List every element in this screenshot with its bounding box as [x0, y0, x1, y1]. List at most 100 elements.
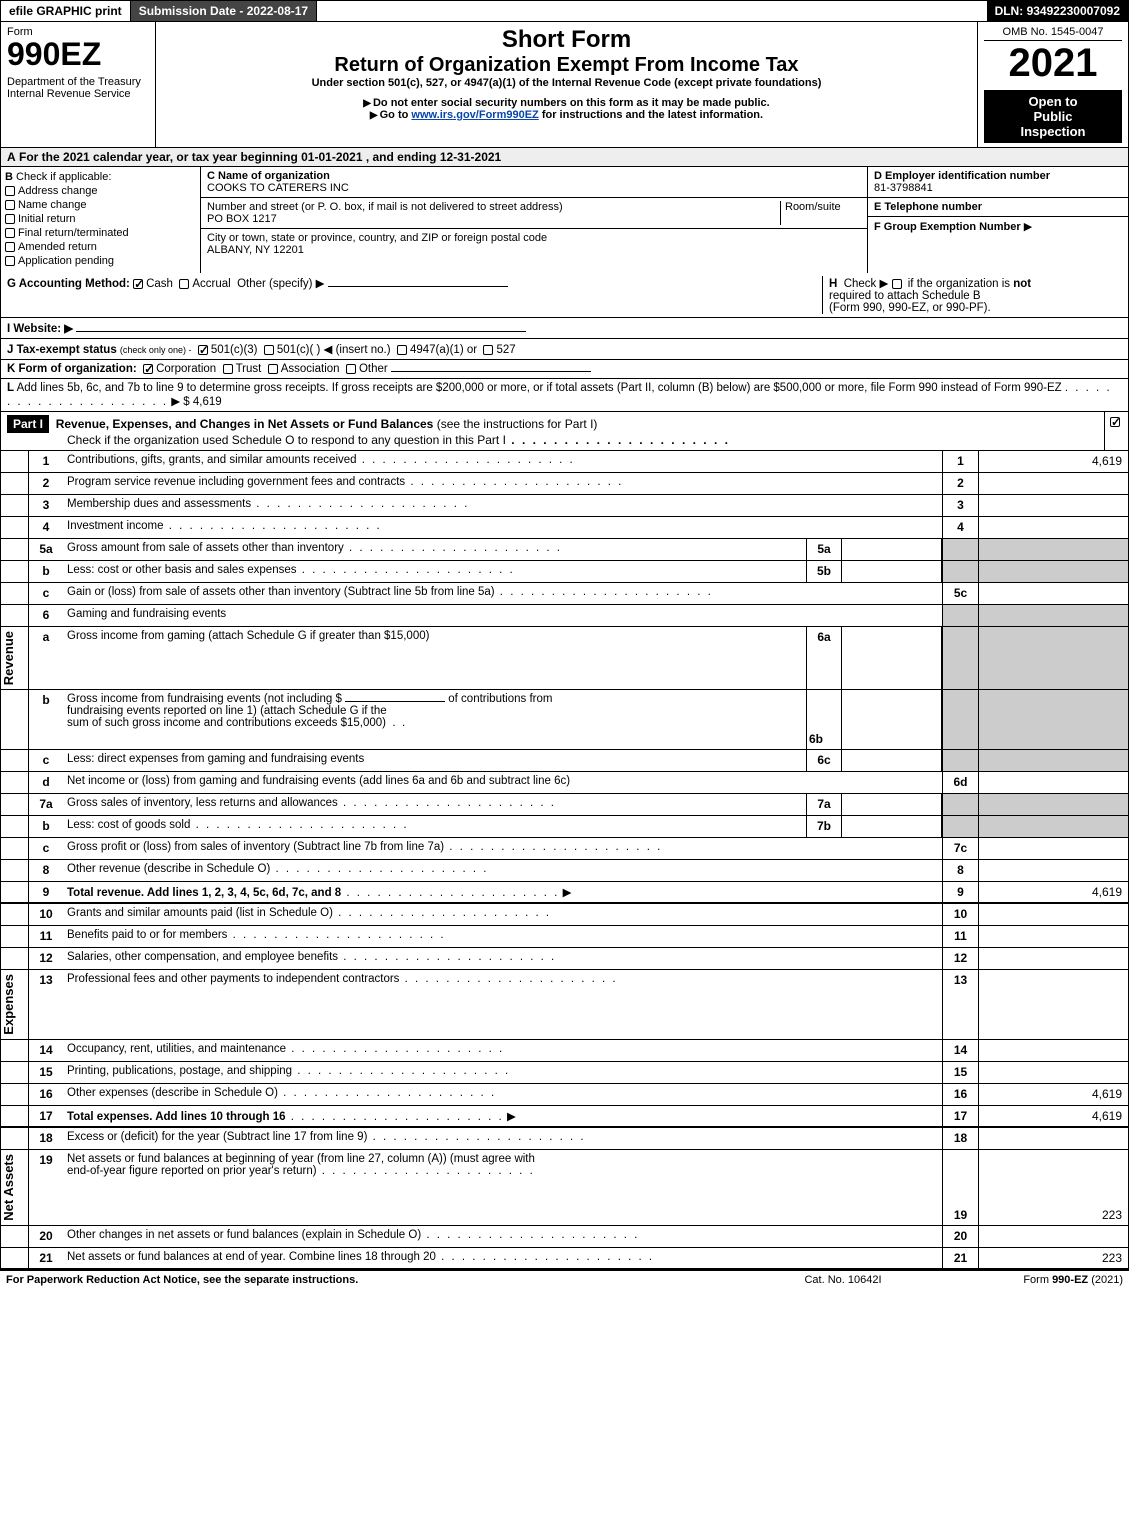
row-rnum-grey [942, 750, 978, 771]
chk-initial-return[interactable]: Initial return [5, 213, 196, 225]
row-label: Salaries, other compensation, and employ… [63, 948, 942, 969]
checkbox-icon[interactable] [5, 256, 15, 266]
row-value [978, 473, 1128, 494]
row-rnum-grey [942, 605, 978, 626]
row-value [978, 838, 1128, 859]
row-num: a [29, 627, 63, 689]
a-label: A [7, 150, 16, 164]
street-cell: Number and street (or P. O. box, if mail… [201, 198, 867, 229]
row-value-grey [978, 627, 1128, 689]
j-4947: 4947(a)(1) or [410, 344, 477, 356]
header-mid: Short Form Return of Organization Exempt… [156, 22, 978, 147]
header-right: OMB No. 1545-0047 2021 Open to Public In… [978, 22, 1128, 147]
row-label: Other expenses (describe in Schedule O) [63, 1084, 942, 1105]
irs-link[interactable]: www.irs.gov/Form990EZ [411, 109, 538, 121]
footer-catno: Cat. No. 10642I [743, 1274, 943, 1286]
row-rnum: 5c [942, 583, 978, 604]
row-value: 4,619 [978, 882, 1128, 902]
checkbox-assoc[interactable] [268, 364, 278, 374]
chk-label: Application pending [18, 255, 114, 267]
row-value [978, 772, 1128, 793]
part-title: Revenue, Expenses, and Changes in Net As… [56, 417, 434, 431]
efile-print[interactable]: efile GRAPHIC print [1, 1, 131, 21]
chk-final-return[interactable]: Final return/terminated [5, 227, 196, 239]
chk-amended-return[interactable]: Amended return [5, 241, 196, 253]
open-line-2: Public [988, 109, 1118, 124]
row-subnum: 7b [806, 816, 842, 837]
row-value: 223 [978, 1248, 1128, 1268]
line-a: A For the 2021 calendar year, or tax yea… [0, 148, 1129, 167]
chk-application-pending[interactable]: Application pending [5, 255, 196, 267]
j-small: (check only one) - [120, 345, 192, 355]
row-num: 2 [29, 473, 63, 494]
checkbox-501c3[interactable] [198, 345, 208, 355]
tax-year: 2021 [984, 41, 1122, 86]
checkbox-icon[interactable] [5, 242, 15, 252]
g-accounting: G Accounting Method: Cash Accrual Other … [7, 276, 822, 314]
checkbox-icon[interactable] [5, 200, 15, 210]
line-l: L Add lines 5b, 6c, and 7b to line 9 to … [0, 379, 1129, 412]
dln-label: DLN: [995, 4, 1027, 18]
chk-address-change[interactable]: Address change [5, 185, 196, 197]
row-label: Less: direct expenses from gaming and fu… [63, 750, 806, 771]
row-value [978, 1062, 1128, 1083]
row-label: Benefits paid to or for members [63, 926, 942, 947]
subdate-value: 2022-08-17 [247, 4, 308, 18]
row-label: Net income or (loss) from gaming and fun… [63, 772, 942, 793]
room-label: Room/suite [781, 201, 861, 225]
row-9: 9 Total revenue. Add lines 1, 2, 3, 4, 5… [1, 882, 1128, 904]
checkbox-schedule-o[interactable] [1110, 417, 1120, 427]
g-label: G Accounting Method: [7, 278, 130, 290]
checkbox-corp[interactable] [143, 364, 153, 374]
row-subnum: 7a [806, 794, 842, 815]
checkbox-4947[interactable] [397, 345, 407, 355]
row-num: 17 [29, 1106, 63, 1126]
h-t4: (Form 990, 990-EZ, or 990-PF). [829, 302, 991, 314]
line-j: J Tax-exempt status (check only one) - 5… [0, 339, 1129, 360]
checkbox-527[interactable] [483, 345, 493, 355]
row-num: 6 [29, 605, 63, 626]
chk-name-change[interactable]: Name change [5, 199, 196, 211]
submission-date: Submission Date - 2022-08-17 [131, 1, 317, 21]
checkbox-icon[interactable] [5, 214, 15, 224]
k-trust: Trust [236, 363, 262, 375]
row-rnum: 1 [942, 451, 978, 472]
row-value-grey [978, 605, 1128, 626]
checkbox-icon[interactable] [5, 228, 15, 238]
h-t1: Check ▶ [844, 278, 889, 290]
no-ssn-note: Do not enter social security numbers on … [162, 97, 971, 109]
row-num: 19 [29, 1150, 63, 1225]
row-value: 4,619 [978, 451, 1128, 472]
chk-label: Initial return [18, 213, 75, 225]
dln: DLN: 93492230007092 [987, 1, 1128, 21]
row-num: 4 [29, 517, 63, 538]
column-b: B Check if applicable: Address change Na… [1, 167, 201, 273]
row-1: 1 Contributions, gifts, grants, and simi… [1, 451, 1128, 473]
k-corp: Corporation [156, 363, 216, 375]
row-num: b [29, 561, 63, 582]
checkbox-other[interactable] [346, 364, 356, 374]
checkbox-cash[interactable] [133, 279, 143, 289]
row-16: 16 Other expenses (describe in Schedule … [1, 1084, 1128, 1106]
h-schedule-b: H Check ▶ if the organization is not req… [822, 276, 1122, 314]
row-num: 15 [29, 1062, 63, 1083]
revenue-side [1, 451, 29, 472]
chk-label: Final return/terminated [18, 227, 129, 239]
e-label: E Telephone number [874, 201, 1122, 213]
checkbox-icon[interactable] [5, 186, 15, 196]
checkbox-accrual[interactable] [179, 279, 189, 289]
checkbox-trust[interactable] [223, 364, 233, 374]
row-3: 3 Membership dues and assessments 3 [1, 495, 1128, 517]
row-label: Membership dues and assessments [63, 495, 942, 516]
h-t3: required to attach Schedule B [829, 290, 981, 302]
checkbox-h[interactable] [892, 279, 902, 289]
l-amount: 4,619 [193, 396, 222, 408]
row-6b: b Gross income from fundraising events (… [1, 690, 1128, 750]
footer-left: For Paperwork Reduction Act Notice, see … [6, 1274, 743, 1286]
h-t2: if the organization is [908, 278, 1013, 290]
row-value [978, 1040, 1128, 1061]
row-value: 223 [978, 1150, 1128, 1225]
checkbox-501c[interactable] [264, 345, 274, 355]
revenue-vlabel: Revenue [1, 627, 16, 689]
ein-cell: D Employer identification number 81-3798… [868, 167, 1128, 198]
